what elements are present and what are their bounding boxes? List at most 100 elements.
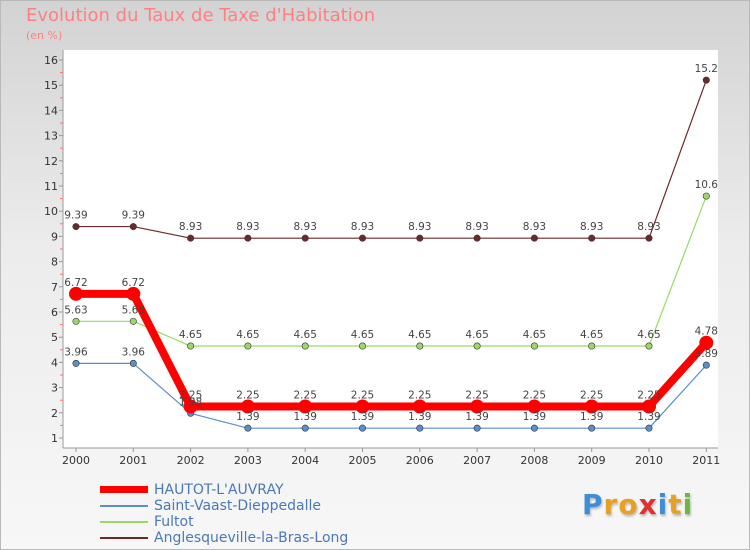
data-point [72, 359, 80, 367]
data-point [72, 223, 80, 231]
x-tick-label: 2005 [349, 454, 377, 467]
data-label: 8.93 [351, 221, 374, 233]
data-label: 4.65 [465, 329, 488, 341]
y-tick-label: 11 [44, 180, 58, 193]
data-label: 10.6 [695, 179, 719, 191]
x-tick-label: 2006 [406, 454, 434, 467]
data-point [702, 76, 710, 84]
legend-label: HAUTOT-L'AUVRAY [154, 482, 284, 498]
y-tick-label: 16 [44, 54, 58, 67]
data-point [645, 234, 653, 242]
plot-area [63, 50, 718, 448]
data-label: 8.93 [294, 221, 317, 233]
legend-swatch [100, 521, 148, 523]
x-tick-label: 2008 [520, 454, 548, 467]
legend-label: Fultot [154, 514, 194, 530]
data-label: 4.78 [695, 326, 718, 338]
data-point [358, 234, 366, 242]
series-line [75, 362, 707, 429]
data-point [244, 234, 252, 242]
x-tick-label: 2009 [578, 454, 606, 467]
data-point [187, 342, 195, 350]
data-label: 4.65 [236, 329, 259, 341]
data-label: 8.93 [637, 221, 660, 233]
data-point [702, 361, 710, 369]
data-point [129, 317, 137, 325]
y-tick-label: 14 [44, 104, 58, 117]
data-point [301, 342, 309, 350]
data-point [416, 424, 424, 432]
x-tick-label: 2001 [119, 454, 147, 467]
data-point [358, 424, 366, 432]
data-label: 2.25 [351, 390, 374, 402]
data-label: 1.39 [523, 411, 546, 423]
x-tick-label: 2007 [463, 454, 491, 467]
data-label: 2.25 [580, 390, 603, 402]
data-label: 2.25 [408, 390, 431, 402]
x-tick-label: 2004 [291, 454, 319, 467]
data-point [69, 286, 83, 301]
legend-swatch [100, 505, 148, 507]
data-label: 3.96 [122, 346, 146, 358]
data-label: 4.65 [637, 329, 660, 341]
data-label: 3.96 [64, 346, 88, 358]
data-label: 2.25 [236, 390, 259, 402]
data-point [530, 342, 538, 350]
data-label: 4.65 [294, 329, 317, 341]
data-label: 1.98 [179, 396, 202, 408]
data-label: 8.93 [523, 221, 546, 233]
data-point [412, 399, 427, 414]
data-label: 1.39 [236, 411, 259, 423]
data-point [244, 424, 252, 432]
data-label: 4.65 [351, 329, 374, 341]
y-tick-label: 4 [51, 356, 58, 369]
data-label: 3.89 [695, 348, 718, 360]
data-point [527, 399, 542, 414]
data-point [588, 234, 596, 242]
data-point [645, 342, 653, 350]
y-tick-label: 13 [44, 130, 58, 143]
x-tick-label: 2011 [692, 454, 720, 467]
data-point [187, 234, 195, 242]
y-tick-label: 1 [51, 432, 58, 445]
data-label: 5.63 [64, 304, 87, 316]
data-point [240, 399, 255, 414]
series-line [72, 289, 711, 411]
logo-letter: r [603, 488, 619, 521]
data-label: 5.63 [122, 304, 145, 316]
logo-letter: o [618, 488, 639, 521]
logo-letter: P [582, 488, 604, 521]
data-label: 1.39 [580, 411, 603, 423]
data-point [642, 399, 656, 414]
data-label: 8.93 [580, 221, 603, 233]
data-label: 15.2 [695, 63, 718, 75]
data-point [129, 223, 137, 231]
data-label: 2.25 [294, 390, 317, 402]
data-point [358, 342, 366, 350]
data-label: 6.72 [64, 277, 87, 289]
x-tick-label: 2003 [234, 454, 262, 467]
data-label: 2.25 [179, 390, 202, 402]
data-point [588, 424, 596, 432]
data-label: 2.25 [523, 390, 546, 402]
data-point [416, 234, 424, 242]
data-point [473, 342, 481, 350]
x-tick-label: 2000 [62, 454, 90, 467]
logo-letter: x [638, 488, 658, 521]
data-point [183, 399, 198, 414]
data-label: 1.39 [637, 411, 660, 423]
data-point [530, 424, 538, 432]
chart-title: Evolution du Taux de Taxe d'Habitation [26, 5, 376, 26]
data-label: 8.93 [179, 221, 202, 233]
data-point [416, 342, 424, 350]
data-label: 4.65 [179, 329, 202, 341]
y-tick-label: 10 [44, 205, 58, 218]
data-point [298, 399, 313, 414]
x-tick-label: 2010 [635, 454, 663, 467]
data-point [129, 359, 137, 367]
legend-label: Saint-Vaast-Dieppedalle [154, 498, 321, 514]
data-label: 8.93 [408, 221, 431, 233]
y-tick-label: 7 [51, 281, 58, 294]
data-label: 8.93 [236, 221, 259, 233]
data-label: 9.39 [64, 210, 87, 222]
